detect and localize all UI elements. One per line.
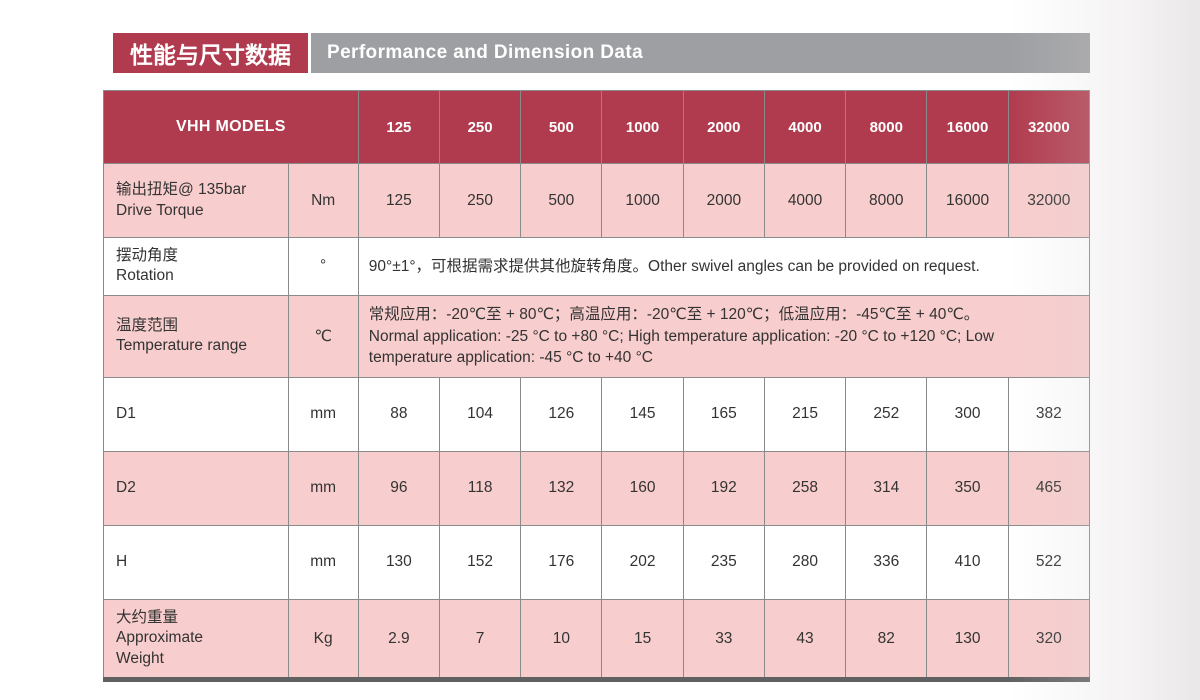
model-header-16000: 16000 [926, 90, 1009, 164]
section-banner: 性能与尺寸数据 Performance and Dimension Data [113, 33, 1090, 73]
value-d1-250: 104 [438, 376, 522, 452]
row-unit-h: mm [287, 524, 359, 600]
value-drive-torque-1000: 1000 [601, 163, 684, 238]
value-approximate-weight-125: 2.9 [357, 598, 441, 681]
value-d1-8000: 252 [845, 376, 928, 452]
value-h-4000: 280 [763, 524, 847, 600]
table-body: 输出扭矩@ 135bar Drive Torque Nm 125 250 500 1000 2… [103, 163, 1091, 681]
model-header-1000: 1000 [601, 90, 684, 164]
value-d1-500: 126 [520, 376, 603, 452]
row-unit-approximate-weight: Kg [287, 598, 359, 681]
table-row-temperature-range: 温度范围 Temperature range ℃ 常规应用：-20℃至 + 80℃；高… [103, 294, 1091, 378]
table-row-approximate-weight: 大约重量 Approximate Weight Kg 2.9 7 10 15 33 43 82 130… [103, 598, 1091, 681]
row-label-rotation: 摆动角度 Rotation [103, 237, 289, 296]
value-d2-250: 118 [438, 450, 522, 526]
model-header-500: 500 [520, 90, 603, 164]
value-h-8000: 336 [845, 524, 928, 600]
table-header-models-label: VHH MODELS [103, 90, 359, 164]
table-row-rotation: 摆动角度 Rotation ° 90°±1°，可根据需求提供其他旋转角度。Other … [103, 237, 1091, 296]
table-header: VHH MODELS 125 250 500 1000 2000 4000 8000 16000… [103, 90, 1091, 164]
value-drive-torque-2000: 2000 [682, 163, 765, 238]
value-approximate-weight-16000: 130 [926, 598, 1009, 681]
row-unit-d2: mm [287, 450, 359, 526]
section-title-english: Performance and Dimension Data [311, 33, 1090, 73]
value-h-125: 130 [357, 524, 441, 600]
value-h-2000: 235 [682, 524, 765, 600]
row-unit-drive-torque: Nm [287, 163, 359, 238]
table-header-row: VHH MODELS 125 250 500 1000 2000 4000 8000 16000… [103, 90, 1091, 164]
value-h-16000: 410 [926, 524, 1009, 600]
value-drive-torque-32000: 32000 [1007, 163, 1091, 238]
model-header-250: 250 [438, 90, 522, 164]
value-approximate-weight-500: 10 [520, 598, 603, 681]
value-d1-32000: 382 [1007, 376, 1091, 452]
value-d2-16000: 350 [926, 450, 1009, 526]
value-approximate-weight-32000: 320 [1007, 598, 1091, 681]
value-approximate-weight-8000: 82 [845, 598, 928, 681]
performance-dimension-table: VHH MODELS 125 250 500 1000 2000 4000 8000 16000… [103, 90, 1091, 683]
value-d1-16000: 300 [926, 376, 1009, 452]
value-d2-2000: 192 [682, 450, 765, 526]
table-row-d2: D2 mm 96 118 132 160 192 258 314 350 465 [103, 450, 1091, 526]
span-text-rotation: 90°±1°，可根据需求提供其他旋转角度。Other swivel angles… [357, 237, 1091, 296]
section-title-chinese: 性能与尺寸数据 [113, 33, 308, 73]
value-approximate-weight-2000: 33 [682, 598, 765, 681]
value-d1-4000: 215 [763, 376, 847, 452]
model-header-2000: 2000 [682, 90, 765, 164]
row-label-d1: D1 [103, 376, 289, 452]
row-label-approximate-weight: 大约重量 Approximate Weight [103, 598, 289, 681]
span-text-temperature-range: 常规应用：-20℃至 + 80℃；高温应用：-20℃至 + 120℃；低温应用：… [357, 294, 1091, 378]
value-drive-torque-8000: 8000 [845, 163, 928, 238]
value-drive-torque-4000: 4000 [763, 163, 847, 238]
value-drive-torque-500: 500 [520, 163, 603, 238]
value-d2-1000: 160 [601, 450, 684, 526]
value-d2-8000: 314 [845, 450, 928, 526]
table-row-d1: D1 mm 88 104 126 145 165 215 252 300 382 [103, 376, 1091, 452]
value-drive-torque-125: 125 [357, 163, 441, 238]
row-unit-d1: mm [287, 376, 359, 452]
value-d2-4000: 258 [763, 450, 847, 526]
value-d2-125: 96 [357, 450, 441, 526]
value-h-32000: 522 [1007, 524, 1091, 600]
value-d2-32000: 465 [1007, 450, 1091, 526]
row-unit-rotation: ° [287, 237, 359, 296]
model-header-32000: 32000 [1007, 90, 1091, 164]
value-approximate-weight-1000: 15 [601, 598, 684, 681]
value-d1-125: 88 [357, 376, 441, 452]
table-row-drive-torque: 输出扭矩@ 135bar Drive Torque Nm 125 250 500 1000 2… [103, 163, 1091, 238]
value-d1-1000: 145 [601, 376, 684, 452]
model-header-125: 125 [357, 90, 441, 164]
performance-table-wrap: VHH MODELS 125 250 500 1000 2000 4000 8000 16000… [103, 90, 1091, 683]
value-d2-500: 132 [520, 450, 603, 526]
value-approximate-weight-4000: 43 [763, 598, 847, 681]
value-drive-torque-16000: 16000 [926, 163, 1009, 238]
value-approximate-weight-250: 7 [438, 598, 522, 681]
row-unit-temperature-range: ℃ [287, 294, 359, 378]
value-h-250: 152 [438, 524, 522, 600]
value-drive-torque-250: 250 [438, 163, 522, 238]
model-header-4000: 4000 [763, 90, 847, 164]
value-h-500: 176 [520, 524, 603, 600]
row-label-d2: D2 [103, 450, 289, 526]
model-header-8000: 8000 [845, 90, 928, 164]
row-label-drive-torque: 输出扭矩@ 135bar Drive Torque [103, 163, 289, 238]
value-d1-2000: 165 [682, 376, 765, 452]
row-label-h: H [103, 524, 289, 600]
row-label-temperature-range: 温度范围 Temperature range [103, 294, 289, 378]
value-h-1000: 202 [601, 524, 684, 600]
